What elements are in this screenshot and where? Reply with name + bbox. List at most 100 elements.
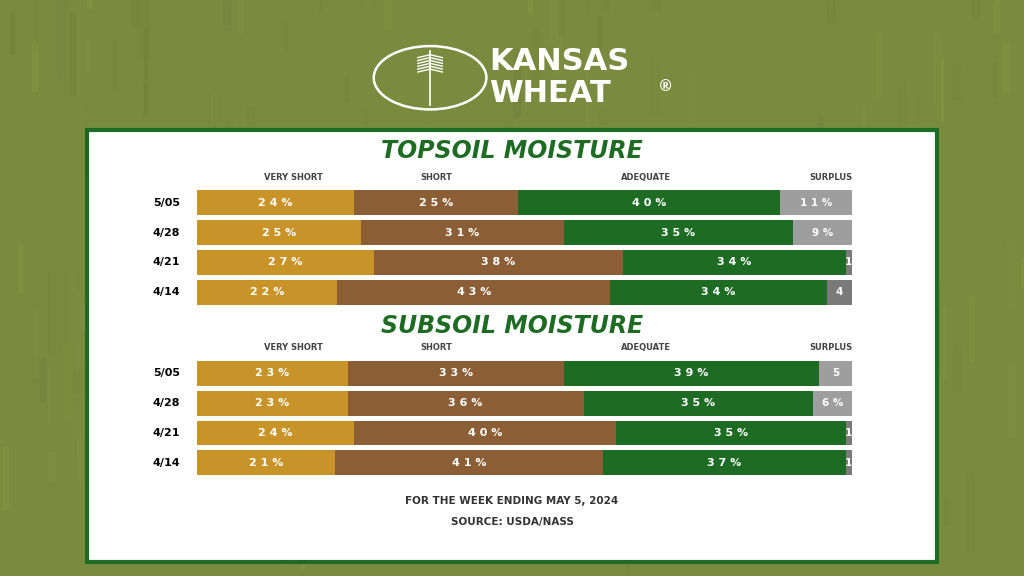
Bar xyxy=(689,70,695,143)
Bar xyxy=(218,452,220,498)
Bar xyxy=(126,406,129,440)
Bar xyxy=(256,195,263,260)
Bar xyxy=(247,107,253,183)
Bar xyxy=(210,289,218,358)
Bar xyxy=(799,425,804,510)
Bar xyxy=(541,240,548,325)
Bar xyxy=(415,175,422,247)
Bar xyxy=(548,389,552,442)
Text: 3 5 %: 3 5 % xyxy=(662,228,695,238)
Bar xyxy=(937,304,942,367)
Bar xyxy=(954,345,961,391)
Bar xyxy=(967,472,973,554)
Bar xyxy=(908,181,915,255)
Bar xyxy=(279,535,287,566)
Bar xyxy=(631,363,633,442)
Bar xyxy=(211,92,216,122)
Bar xyxy=(57,0,65,78)
Bar xyxy=(493,260,500,290)
Bar xyxy=(132,0,138,26)
Bar xyxy=(83,302,89,329)
Bar xyxy=(248,468,254,510)
FancyBboxPatch shape xyxy=(87,130,937,562)
Bar xyxy=(1021,259,1024,287)
Bar xyxy=(498,317,505,340)
Bar xyxy=(414,500,417,539)
Text: 2 4 %: 2 4 % xyxy=(258,198,293,208)
Bar xyxy=(908,343,910,426)
Bar xyxy=(822,257,830,305)
Bar xyxy=(77,438,81,480)
Bar xyxy=(165,196,171,260)
Bar xyxy=(622,249,628,332)
Bar xyxy=(550,0,553,44)
Bar xyxy=(610,280,826,305)
Bar xyxy=(97,297,103,362)
Bar xyxy=(325,396,330,479)
Bar xyxy=(197,420,354,445)
Bar xyxy=(826,0,834,22)
Text: 4 0 %: 4 0 % xyxy=(468,428,503,438)
Bar xyxy=(586,0,589,12)
Bar xyxy=(859,390,866,458)
Bar xyxy=(185,161,190,240)
Bar xyxy=(76,292,79,370)
Bar xyxy=(879,258,886,329)
Bar xyxy=(780,191,852,215)
Bar xyxy=(69,274,74,343)
Bar xyxy=(242,361,244,429)
Bar xyxy=(623,250,846,275)
Bar xyxy=(651,55,657,115)
Text: 3 1 %: 3 1 % xyxy=(445,228,479,238)
Bar xyxy=(299,292,304,365)
Bar xyxy=(994,0,999,32)
Bar xyxy=(1010,365,1016,437)
Text: 4/21: 4/21 xyxy=(153,428,180,438)
Bar xyxy=(33,354,38,415)
Bar xyxy=(348,391,584,415)
Bar xyxy=(849,223,852,248)
Text: 9 %: 9 % xyxy=(812,228,834,238)
Bar xyxy=(384,0,390,28)
Bar xyxy=(518,191,780,215)
Bar xyxy=(547,248,552,290)
Bar xyxy=(365,109,367,139)
Text: 4 1 %: 4 1 % xyxy=(452,458,486,468)
Bar xyxy=(72,410,78,456)
Text: 5: 5 xyxy=(833,368,840,378)
Bar xyxy=(354,191,518,215)
Text: ADEQUATE: ADEQUATE xyxy=(622,343,672,353)
Bar xyxy=(62,346,70,416)
Text: VERY SHORT: VERY SHORT xyxy=(264,343,324,353)
Bar xyxy=(348,361,564,386)
Bar xyxy=(937,281,939,363)
Bar xyxy=(123,338,131,381)
Text: 4/14: 4/14 xyxy=(153,458,180,468)
Bar xyxy=(518,146,520,224)
Bar xyxy=(48,367,50,421)
Bar xyxy=(48,271,50,355)
Bar xyxy=(337,183,340,211)
Text: SURPLUS: SURPLUS xyxy=(810,173,853,182)
Bar xyxy=(919,481,924,530)
Bar xyxy=(335,450,603,475)
Bar xyxy=(225,121,232,166)
Bar xyxy=(837,271,841,323)
Bar xyxy=(764,193,772,240)
Text: SHORT: SHORT xyxy=(421,343,453,353)
Bar xyxy=(603,450,846,475)
Bar xyxy=(281,427,285,452)
Bar xyxy=(408,467,412,523)
Bar xyxy=(94,244,100,299)
Text: 3 4 %: 3 4 % xyxy=(701,287,735,297)
Text: KANSAS: KANSAS xyxy=(489,47,630,76)
Bar xyxy=(423,118,428,170)
Bar xyxy=(65,0,69,6)
Bar xyxy=(813,391,852,415)
Bar xyxy=(32,43,37,91)
Bar xyxy=(18,245,22,291)
Bar xyxy=(571,302,580,332)
Bar xyxy=(616,420,846,445)
Bar xyxy=(568,242,572,271)
Text: 3 6 %: 3 6 % xyxy=(449,398,483,408)
